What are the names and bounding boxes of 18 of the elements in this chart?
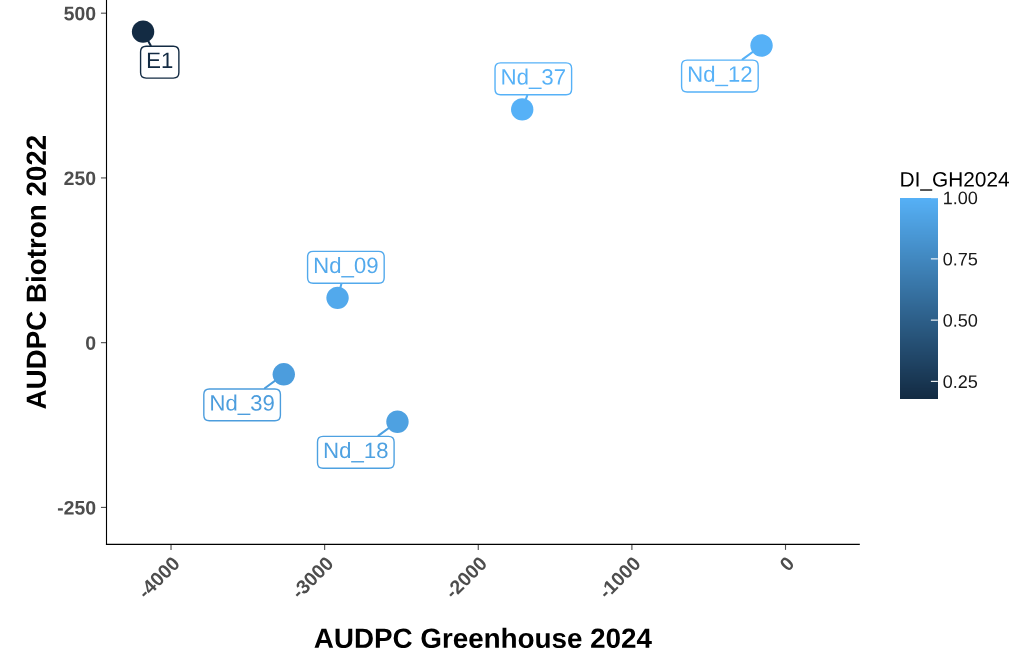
annotation: E1 (147, 52, 173, 68)
color-bar-title: DI_GH2024 (901, 171, 1009, 191)
annotation: Nd_39 (211, 394, 274, 416)
annotation: Nd_09 (314, 256, 378, 278)
annotation: Nd_37 (502, 68, 565, 89)
color-bar-label: 0.50 (943, 314, 978, 327)
x-axis-title: AUDPC Greenhouse 2024 (314, 627, 652, 648)
y-tick-label: 250 (64, 171, 96, 186)
color-bar-label: 0.75 (943, 252, 978, 266)
y-tick-label: 0 (86, 336, 96, 350)
y-tick-label: -250 (57, 500, 96, 515)
annotation: Nd_18 (324, 441, 388, 463)
x-tick-label: 0 (778, 555, 796, 572)
annotation: Nd_12 (688, 65, 752, 87)
y-tick-label: 500 (64, 6, 96, 21)
color-bar-label: 0.25 (943, 375, 978, 389)
y-axis-title: AUDPC Biotron 2022 (25, 135, 47, 409)
color-bar-label: 1.00 (944, 191, 978, 205)
